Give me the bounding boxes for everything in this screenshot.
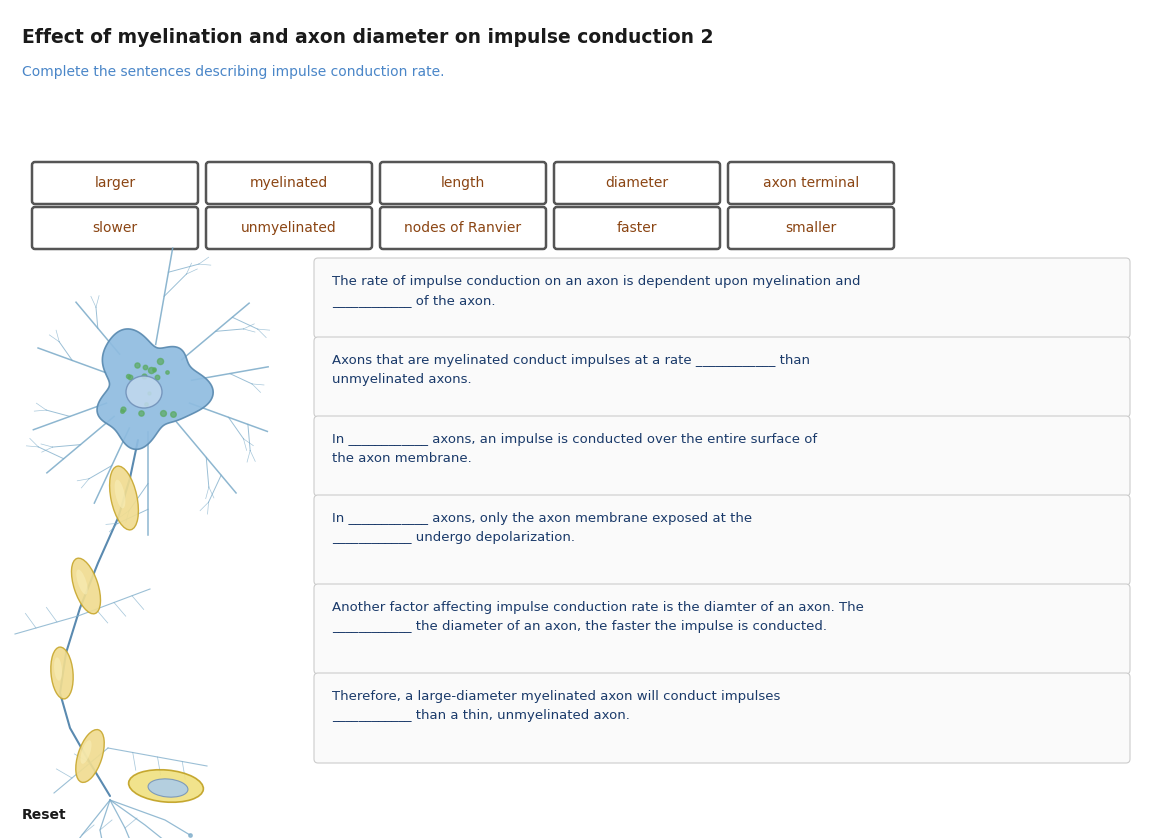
FancyBboxPatch shape bbox=[314, 584, 1130, 674]
FancyBboxPatch shape bbox=[314, 416, 1130, 496]
Text: larger: larger bbox=[94, 176, 136, 190]
Text: Another factor affecting impulse conduction rate is the diamter of an axon. The
: Another factor affecting impulse conduct… bbox=[332, 601, 864, 633]
FancyBboxPatch shape bbox=[554, 162, 720, 204]
FancyBboxPatch shape bbox=[314, 673, 1130, 763]
Text: Therefore, a large-diameter myelinated axon will conduct impulses
____________ t: Therefore, a large-diameter myelinated a… bbox=[332, 690, 780, 722]
Text: The rate of impulse conduction on an axon is dependent upon myelination and
____: The rate of impulse conduction on an axo… bbox=[332, 275, 861, 307]
Polygon shape bbox=[97, 329, 213, 449]
Text: myelinated: myelinated bbox=[250, 176, 328, 190]
FancyBboxPatch shape bbox=[32, 162, 198, 204]
FancyBboxPatch shape bbox=[554, 207, 720, 249]
Text: length: length bbox=[441, 176, 485, 190]
Text: smaller: smaller bbox=[786, 221, 836, 235]
Text: Effect of myelination and axon diameter on impulse conduction 2: Effect of myelination and axon diameter … bbox=[22, 28, 713, 47]
Text: In ____________ axons, only the axon membrane exposed at the
____________ underg: In ____________ axons, only the axon mem… bbox=[332, 512, 752, 544]
Text: Complete the sentences describing impulse conduction rate.: Complete the sentences describing impuls… bbox=[22, 65, 445, 79]
Text: In ____________ axons, an impulse is conducted over the entire surface of
the ax: In ____________ axons, an impulse is con… bbox=[332, 433, 817, 465]
FancyBboxPatch shape bbox=[314, 337, 1130, 417]
Text: axon terminal: axon terminal bbox=[763, 176, 859, 190]
Ellipse shape bbox=[51, 647, 74, 699]
Text: unmyelinated: unmyelinated bbox=[241, 221, 336, 235]
Text: diameter: diameter bbox=[606, 176, 668, 190]
Text: nodes of Ranvier: nodes of Ranvier bbox=[404, 221, 522, 235]
FancyBboxPatch shape bbox=[314, 258, 1130, 338]
FancyBboxPatch shape bbox=[380, 207, 546, 249]
Ellipse shape bbox=[126, 376, 162, 408]
Ellipse shape bbox=[81, 740, 91, 764]
Ellipse shape bbox=[76, 730, 104, 783]
FancyBboxPatch shape bbox=[380, 162, 546, 204]
Ellipse shape bbox=[76, 570, 88, 594]
Ellipse shape bbox=[129, 770, 204, 802]
FancyBboxPatch shape bbox=[728, 162, 894, 204]
Text: slower: slower bbox=[92, 221, 137, 235]
Text: faster: faster bbox=[616, 221, 658, 235]
Ellipse shape bbox=[114, 479, 126, 509]
FancyBboxPatch shape bbox=[728, 207, 894, 249]
FancyBboxPatch shape bbox=[206, 162, 372, 204]
FancyBboxPatch shape bbox=[206, 207, 372, 249]
Text: Reset: Reset bbox=[22, 808, 67, 822]
Ellipse shape bbox=[149, 779, 188, 797]
Ellipse shape bbox=[54, 657, 62, 680]
Ellipse shape bbox=[71, 558, 100, 613]
Ellipse shape bbox=[109, 466, 138, 530]
FancyBboxPatch shape bbox=[314, 495, 1130, 585]
FancyBboxPatch shape bbox=[32, 207, 198, 249]
Text: Axons that are myelinated conduct impulses at a rate ____________ than
unmyelina: Axons that are myelinated conduct impuls… bbox=[332, 354, 810, 386]
